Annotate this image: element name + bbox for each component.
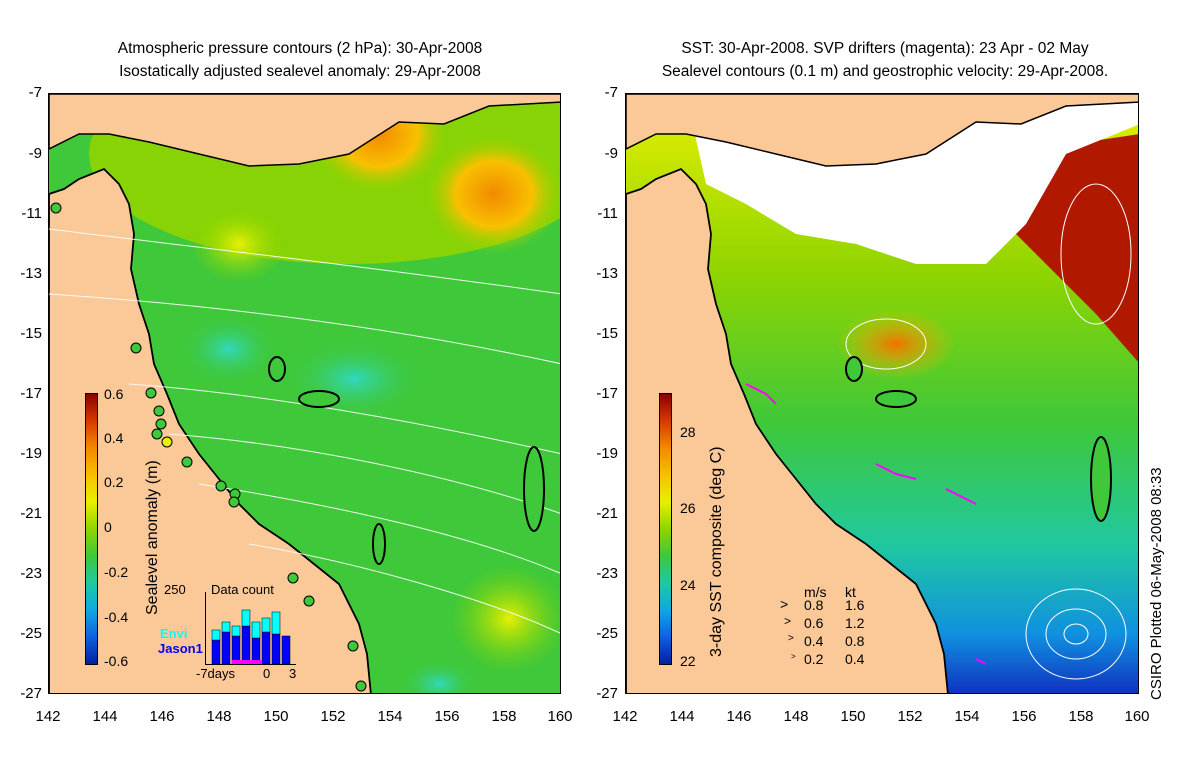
- left-x-tick: 160: [547, 708, 573, 725]
- right-x-tick: 144: [669, 708, 695, 725]
- right-colorbar-tick: 24: [680, 577, 696, 593]
- left-x-tick: 154: [377, 708, 403, 725]
- right-y-tick: -15: [596, 325, 618, 342]
- left-y-tick: -11: [21, 205, 42, 222]
- right-x-tick: 152: [897, 708, 923, 725]
- left-colorbar-tick: -0.2: [104, 564, 129, 580]
- left-y-tick: -17: [20, 385, 42, 402]
- left-map: [48, 93, 561, 694]
- left-x-tick: 150: [263, 708, 289, 725]
- left-x-tick: 152: [320, 708, 346, 725]
- velocity-arrow-icon: >: [788, 633, 794, 644]
- velocity-arrow-icon: >: [780, 596, 789, 612]
- right-x-tick: 158: [1068, 708, 1094, 725]
- left-y-tick: -9: [28, 145, 42, 162]
- left-map-image: [49, 94, 560, 693]
- left-colorbar-tick: 0.2: [104, 474, 124, 490]
- right-colorbar-tick: 28: [680, 424, 696, 440]
- right-x-tick: 146: [726, 708, 752, 725]
- right-colorbar-tick: 26: [680, 500, 696, 516]
- right-title-line1: SST: 30-Apr-2008. SVP drifters (magenta)…: [681, 40, 1089, 57]
- left-colorbar-tick: -0.6: [104, 653, 129, 669]
- left-x-tick: 144: [92, 708, 118, 725]
- velocity-arrow-icon: >: [784, 614, 792, 628]
- velocity-legend-kt: 1.6: [845, 597, 865, 613]
- left-colorbar-tick: 0.6: [104, 386, 124, 402]
- right-x-tick: 160: [1124, 708, 1150, 725]
- left-colorbar-tick: -0.4: [104, 609, 129, 625]
- inset-xlabel-left: -7days: [196, 666, 236, 681]
- right-y-tick: -9: [604, 145, 618, 162]
- left-title-line2: Isostatically adjusted sealevel anomaly:…: [119, 63, 481, 80]
- right-map: [625, 93, 1139, 694]
- right-y-tick: -21: [596, 505, 618, 522]
- velocity-legend-ms: 0.6: [804, 615, 824, 631]
- right-y-tick: -13: [596, 265, 618, 282]
- velocity-legend-kt: 0.4: [845, 651, 865, 667]
- right-colorbar: [659, 393, 672, 665]
- right-map-image: [626, 94, 1138, 693]
- inset-xlabel-right: 3: [289, 666, 297, 681]
- left-colorbar-tick: 0.4: [104, 430, 124, 446]
- left-x-tick: 158: [491, 708, 517, 725]
- right-x-tick: 148: [783, 708, 809, 725]
- right-colorbar-title: 3-day SST composite (deg C): [708, 446, 725, 657]
- left-title-line1: Atmospheric pressure contours (2 hPa): 3…: [117, 40, 483, 57]
- right-y-tick: -25: [596, 625, 618, 642]
- right-y-tick: -23: [596, 565, 618, 582]
- inset-legend-jason: Jason1: [158, 641, 203, 656]
- left-colorbar-title: Sealevel anomaly (m): [144, 460, 161, 615]
- velocity-legend-ms: 0.8: [804, 597, 824, 613]
- left-y-tick: -7: [28, 84, 42, 101]
- left-y-tick: -25: [20, 625, 42, 642]
- velocity-legend-kt: 1.2: [845, 615, 865, 631]
- right-colorbar-tick: 22: [680, 653, 696, 669]
- right-x-tick: 142: [612, 708, 638, 725]
- right-y-tick: -27: [596, 685, 618, 702]
- velocity-legend-kt: 0.8: [845, 633, 865, 649]
- inset-legend-envi: Envi: [160, 626, 188, 641]
- inset-chart: [205, 592, 296, 665]
- left-y-tick: -23: [20, 565, 42, 582]
- right-x-tick: 154: [954, 708, 980, 725]
- left-y-tick: -19: [20, 445, 42, 462]
- left-colorbar-tick: 0: [104, 519, 112, 535]
- left-y-tick: -13: [20, 265, 42, 282]
- velocity-arrow-icon: >: [791, 652, 796, 661]
- left-y-tick: -27: [20, 685, 42, 702]
- inset-ymax: 250: [164, 582, 186, 597]
- inset-xlabel-mid: 0: [263, 666, 271, 681]
- left-x-tick: 156: [434, 708, 460, 725]
- right-y-tick: -7: [604, 84, 618, 101]
- right-y-tick: -17: [596, 385, 618, 402]
- right-x-tick: 156: [1011, 708, 1037, 725]
- left-x-tick: 142: [35, 708, 61, 725]
- left-x-tick: 148: [206, 708, 232, 725]
- left-y-tick: -15: [20, 325, 42, 342]
- inset-title: Data count: [211, 582, 274, 597]
- plot-credit: CSIRO Plotted 06-May-2008 08:33: [1148, 467, 1165, 700]
- velocity-legend-header-ms: m/s: [804, 584, 827, 600]
- velocity-legend-ms: 0.2: [804, 651, 824, 667]
- velocity-legend-ms: 0.4: [804, 633, 824, 649]
- velocity-legend-header-kt: kt: [845, 584, 856, 600]
- right-y-tick: -11: [597, 205, 618, 222]
- left-colorbar: [85, 393, 98, 665]
- right-title-line2: Sealevel contours (0.1 m) and geostrophi…: [661, 63, 1109, 80]
- left-y-tick: -21: [20, 505, 42, 522]
- right-x-tick: 150: [840, 708, 866, 725]
- left-x-tick: 146: [149, 708, 175, 725]
- right-y-tick: -19: [596, 445, 618, 462]
